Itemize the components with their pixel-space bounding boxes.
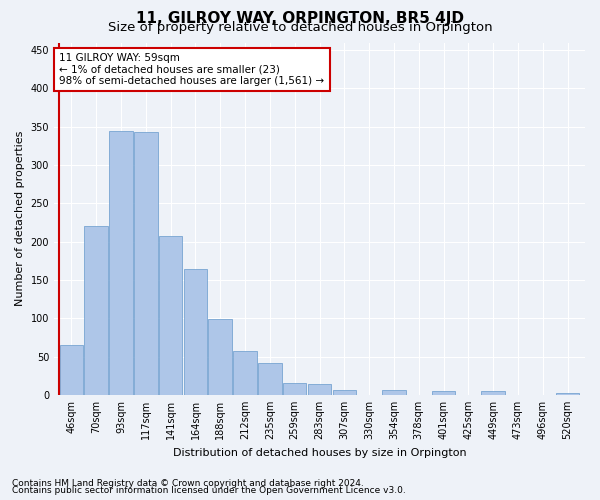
Bar (382, 390, 406, 395)
Bar (208, 319, 232, 395)
Bar (432, 391, 455, 395)
Text: Contains HM Land Registry data © Crown copyright and database right 2024.: Contains HM Land Registry data © Crown c… (12, 478, 364, 488)
Bar (159, 236, 182, 395)
Bar (85, 226, 108, 395)
Bar (59, 345, 83, 395)
Text: 11 GILROY WAY: 59sqm
← 1% of detached houses are smaller (23)
98% of semi-detach: 11 GILROY WAY: 59sqm ← 1% of detached ho… (59, 53, 325, 86)
X-axis label: Distribution of detached houses by size in Orpington: Distribution of detached houses by size … (173, 448, 466, 458)
Bar (109, 130, 133, 395)
Bar (308, 384, 331, 395)
Bar (184, 268, 207, 395)
Y-axis label: Number of detached properties: Number of detached properties (15, 131, 25, 306)
Bar (332, 390, 356, 395)
Text: Contains public sector information licensed under the Open Government Licence v3: Contains public sector information licen… (12, 486, 406, 495)
Bar (481, 391, 505, 395)
Bar (134, 132, 158, 395)
Bar (556, 394, 580, 395)
Bar (283, 384, 307, 395)
Bar (258, 363, 281, 395)
Text: Size of property relative to detached houses in Orpington: Size of property relative to detached ho… (107, 22, 493, 35)
Bar (233, 352, 257, 395)
Text: 11, GILROY WAY, ORPINGTON, BR5 4JD: 11, GILROY WAY, ORPINGTON, BR5 4JD (136, 11, 464, 26)
